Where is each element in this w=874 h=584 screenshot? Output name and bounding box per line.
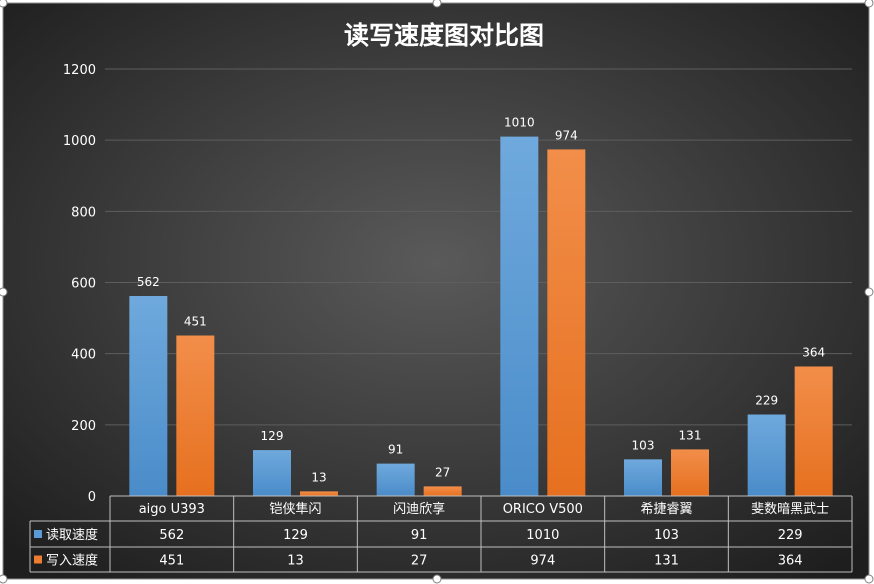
table-cell: 974 xyxy=(530,554,555,569)
bar-write-1[interactable] xyxy=(300,491,338,496)
y-tick-label: 600 xyxy=(71,277,96,292)
resize-handle-top-right[interactable] xyxy=(864,0,874,8)
table-cell: 91 xyxy=(411,528,428,543)
bar-write-0[interactable] xyxy=(176,335,215,496)
x-tick-label: 斐数暗黑武士 xyxy=(751,502,829,517)
table-cell: 13 xyxy=(287,554,304,569)
resize-handle-top-left[interactable] xyxy=(0,0,8,8)
bar-read-0[interactable] xyxy=(129,296,168,496)
resize-handle-bottom[interactable] xyxy=(432,574,442,584)
data-label: 1010 xyxy=(504,116,535,130)
chart-title: 读写速度图对比图 xyxy=(344,21,544,50)
table-cell: 562 xyxy=(159,528,184,543)
resize-handle-bottom-right[interactable] xyxy=(864,574,874,584)
data-label: 364 xyxy=(802,345,825,359)
bar-read-1[interactable] xyxy=(253,450,291,496)
data-label: 91 xyxy=(388,443,403,457)
table-cell: 451 xyxy=(159,554,184,569)
data-label: 103 xyxy=(632,438,655,452)
bar-read-3[interactable] xyxy=(500,136,539,496)
x-tick-label: aigo U393 xyxy=(139,502,205,517)
resize-handle-left[interactable] xyxy=(0,287,8,297)
y-tick-label: 0 xyxy=(88,490,96,505)
table-cell: 129 xyxy=(283,528,308,543)
x-tick-label: ORICO V500 xyxy=(503,502,583,517)
bars xyxy=(129,136,833,496)
y-axis-tick-labels: 0 200 400 600 800 1000 1200 xyxy=(63,63,96,505)
data-label: 451 xyxy=(184,315,207,329)
legend-entry: 读取速度 xyxy=(46,527,98,543)
data-label: 129 xyxy=(261,429,284,443)
data-label: 562 xyxy=(137,275,160,289)
x-tick-label: 希捷睿翼 xyxy=(640,502,692,517)
y-tick-label: 800 xyxy=(71,205,96,220)
resize-handle-bottom-left[interactable] xyxy=(0,574,8,584)
gridlines xyxy=(105,68,852,426)
bar-read-2[interactable] xyxy=(376,463,415,496)
bar-write-3[interactable] xyxy=(547,149,586,496)
y-tick-label: 200 xyxy=(71,419,96,434)
table-cell: 27 xyxy=(411,554,428,569)
x-tick-label: 闪迪欣享 xyxy=(393,501,445,517)
y-tick-label: 1000 xyxy=(63,134,96,149)
bar-write-4[interactable] xyxy=(671,449,709,496)
bar-read-5[interactable] xyxy=(747,414,786,496)
data-labels: 562 451 129 13 91 27 1010 974 103 131 229 364 xyxy=(137,116,825,485)
legend-key-write xyxy=(34,555,42,564)
resize-handle-top[interactable] xyxy=(432,0,442,8)
bar-write-5[interactable] xyxy=(794,366,833,496)
table-cell: 131 xyxy=(654,554,679,569)
table-cell: 364 xyxy=(778,554,803,569)
bar-write-2[interactable] xyxy=(423,486,462,496)
data-label: 974 xyxy=(555,128,578,142)
data-table: aigo U393 铠侠隼闪 闪迪欣享 ORICO V500 希捷睿翼 斐数暗黑武士读取速… xyxy=(29,495,853,573)
x-tick-label: 铠侠隼闪 xyxy=(269,501,321,517)
data-label: 27 xyxy=(435,465,450,479)
table-cell: 103 xyxy=(654,528,679,543)
resize-handle-right[interactable] xyxy=(864,287,874,297)
y-tick-label: 1200 xyxy=(63,63,96,78)
bar-read-4[interactable] xyxy=(624,459,662,496)
table-cell: 1010 xyxy=(526,528,559,543)
table-cell: 229 xyxy=(778,528,803,543)
y-tick-label: 400 xyxy=(71,348,96,363)
legend-entry: 写入速度 xyxy=(46,553,98,569)
data-label: 229 xyxy=(755,394,778,408)
data-label: 13 xyxy=(311,470,326,484)
legend-key-read xyxy=(34,530,42,538)
data-label: 131 xyxy=(679,428,702,442)
